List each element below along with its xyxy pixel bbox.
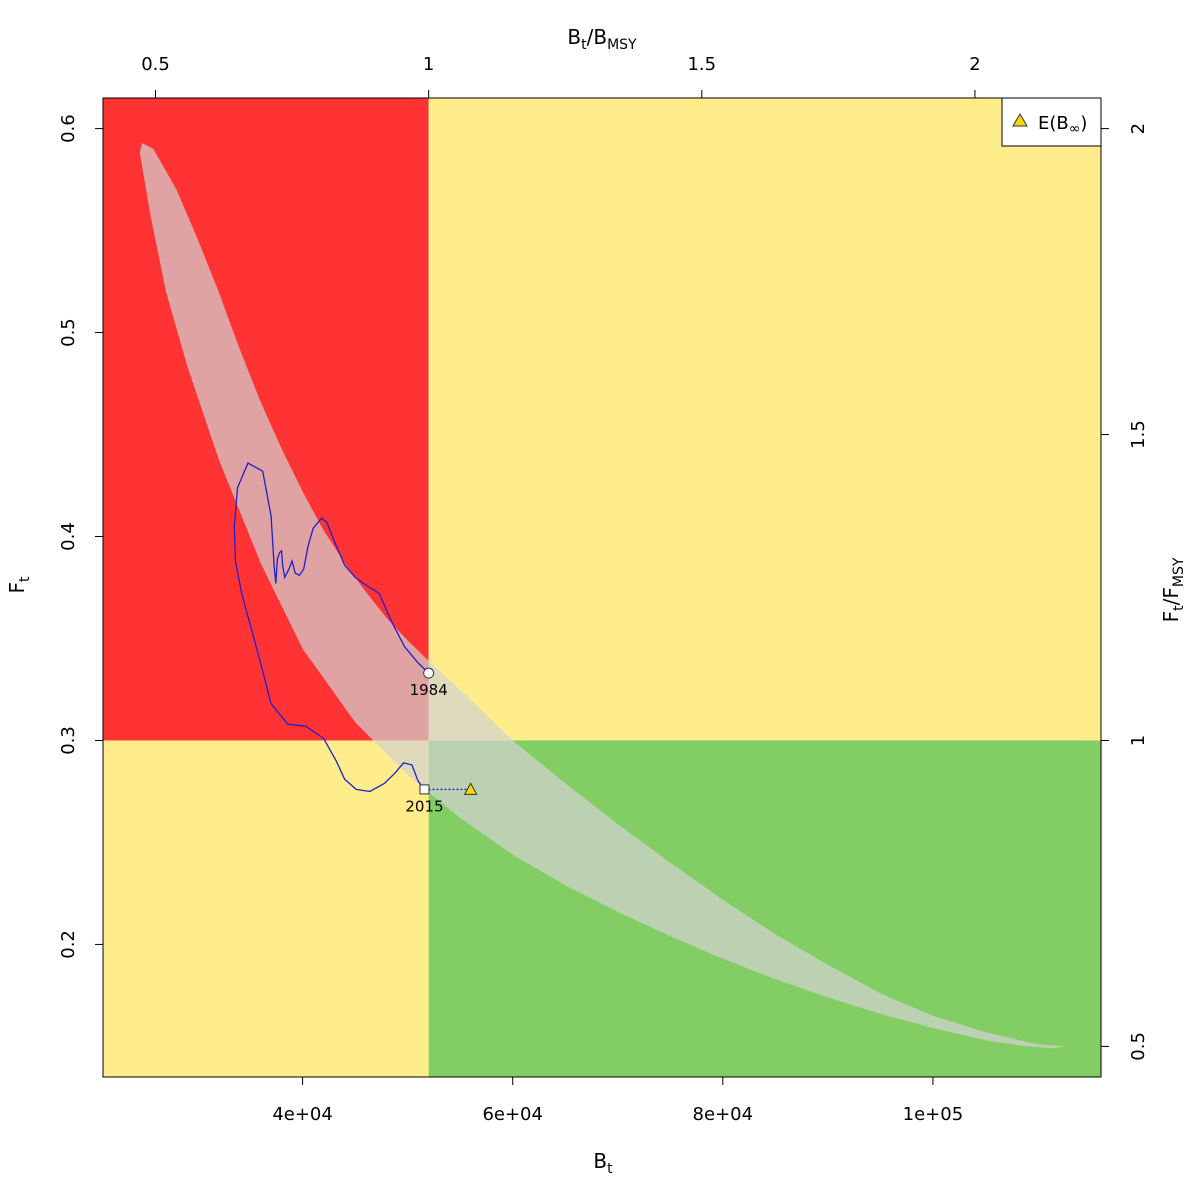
plot-area: 1984 2015 (103, 98, 1101, 1077)
confidence-region (139, 142, 1065, 1049)
y-axis-title: Ft (5, 576, 33, 594)
top-tick-label: 0.5 (141, 54, 170, 75)
top-axis-ticks: 0.5 1 1.5 2 (141, 54, 981, 98)
zone-overfished-no-overfishing (103, 740, 429, 1077)
x-axis-ticks: 4e+04 6e+04 8e+04 1e+05 (272, 1077, 963, 1125)
right-axis-ticks: 0.5 1 1.5 2 (1101, 123, 1149, 1061)
top-tick-label: 2 (969, 54, 980, 75)
end-year-label: 2015 (405, 797, 443, 815)
top-axis-title: Bt/BMSY (567, 25, 637, 53)
x-tick-label: 4e+04 (272, 1104, 333, 1125)
y-tick-label: 0.4 (58, 522, 79, 551)
x-tick-label: 1e+05 (903, 1104, 964, 1125)
y-axis-ticks: 0.2 0.3 0.4 0.5 0.6 (58, 114, 103, 959)
y-tick-label: 0.3 (58, 726, 79, 755)
expected-equilibrium-marker (463, 782, 478, 795)
trajectory-line (233, 462, 430, 793)
legend-label: E(B∞) (1038, 113, 1087, 137)
x-tick-label: 6e+04 (482, 1104, 543, 1125)
end-point (419, 784, 430, 795)
zone-healthy-overfishing (428, 98, 1101, 741)
x-tick-label: 8e+04 (693, 1104, 754, 1125)
y-tick-label: 0.5 (58, 318, 79, 347)
right-axis-title: Ft/FMSY (1159, 557, 1187, 622)
legend: E(B∞) (1001, 97, 1102, 147)
right-tick-label: 2 (1128, 123, 1149, 134)
top-tick-label: 1 (423, 54, 434, 75)
right-tick-label: 1 (1128, 735, 1149, 746)
y-tick-label: 0.2 (58, 930, 79, 959)
plot-frame (102, 97, 1102, 1078)
x-axis-title: Bt (593, 1149, 613, 1177)
right-tick-label: 1.5 (1128, 420, 1149, 449)
triangle-legend-icon (1012, 113, 1028, 127)
start-point (423, 667, 435, 679)
right-tick-label: 0.5 (1128, 1032, 1149, 1061)
y-tick-label: 0.6 (58, 114, 79, 143)
top-tick-label: 1.5 (687, 54, 716, 75)
start-year-label: 1984 (410, 681, 448, 699)
